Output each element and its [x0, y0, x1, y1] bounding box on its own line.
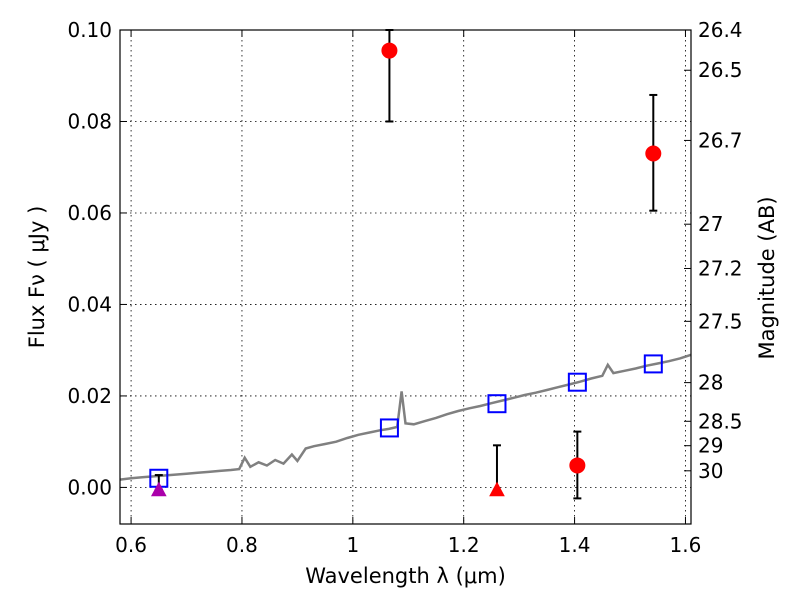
tick-layer — [120, 29, 691, 524]
x-tick-label: 1.6 — [670, 533, 702, 557]
y-tick-label: 0.02 — [67, 384, 112, 408]
label-layer: 0.6 0.8 1 1.2 1.4 1.6 0.00 0.02 0.04 0.06 0.08 0.10… — [67, 18, 742, 557]
mag-tick-label: 29 — [698, 434, 723, 458]
mag-tick-label: 26.7 — [698, 128, 743, 152]
x-tick-label: 0.6 — [115, 533, 147, 557]
mag-tick-label: 27.5 — [698, 309, 743, 333]
model-point-square — [487, 394, 507, 414]
errorbar-layer — [154, 29, 658, 500]
y2-axis-label: Magnitude (AB) — [755, 196, 779, 359]
template-spectrum-line — [119, 353, 692, 481]
upper-limit-triangle — [150, 481, 167, 497]
model-point-square — [643, 354, 663, 374]
x-axis-label: Wavelength λ (μm) — [305, 564, 506, 588]
upper-limit-triangle — [489, 481, 505, 497]
model-point-square — [379, 418, 399, 438]
y-tick-label: 0.04 — [67, 292, 112, 316]
y-axis-label: Flux Fν ( μJy ) — [25, 206, 49, 349]
mag-tick-label: 26.5 — [698, 58, 743, 82]
detection-point — [381, 42, 398, 59]
y-tick-label: 0.06 — [67, 201, 112, 225]
mag-tick-label: 28.5 — [698, 409, 743, 433]
mag-tick-label: 27 — [698, 212, 723, 236]
detection-point — [569, 457, 586, 474]
x-tick-label: 0.8 — [226, 533, 258, 557]
plot-frame — [119, 29, 692, 525]
y-tick-label: 0.08 — [67, 109, 112, 133]
mag-tick-label: 27.2 — [698, 256, 743, 280]
mag-tick-label: 30 — [698, 459, 723, 483]
detection-point — [645, 145, 662, 162]
mag-tick-label: 26.4 — [698, 18, 743, 42]
x-tick-label: 1.4 — [559, 533, 591, 557]
marker-layer — [149, 42, 663, 497]
grid-layer — [120, 29, 691, 524]
template-layer — [119, 353, 692, 481]
model-point-square — [567, 372, 587, 392]
mag-tick-label: 28 — [698, 371, 723, 395]
x-tick-label: 1 — [346, 533, 359, 557]
x-tick-label: 1.2 — [448, 533, 480, 557]
y-tick-label: 0.10 — [67, 18, 112, 42]
y-tick-label: 0.00 — [67, 475, 112, 499]
